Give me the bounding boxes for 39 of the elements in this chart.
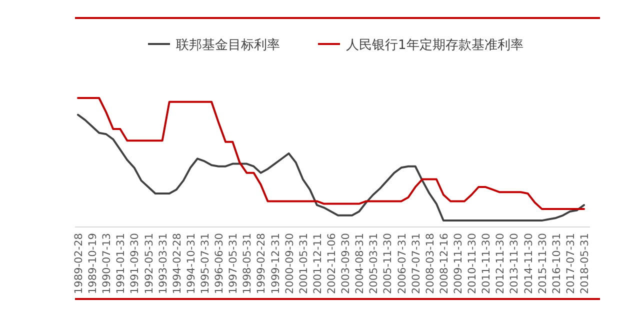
x-tick-label: 2011-11-30 — [480, 233, 493, 294]
x-tick-label: 1989-10-19 — [87, 233, 100, 294]
x-tick-label: 2016-10-31 — [550, 233, 563, 294]
x-tick-label: 2018-05-31 — [579, 233, 591, 294]
x-tick-label: 1994-10-31 — [185, 233, 198, 294]
x-tick-label: 2000-09-30 — [284, 233, 296, 294]
x-tick-label: 2010-11-30 — [466, 233, 479, 294]
x-tick-label: 1995-07-31 — [200, 233, 212, 294]
x-tick-label: 2015-11-30 — [536, 233, 549, 294]
x-tick-label: 1990-07-13 — [101, 233, 114, 294]
x-tick-label: 1997-05-31 — [228, 233, 240, 294]
x-tick-label: 2008-12-16 — [438, 232, 450, 294]
x-tick-label: 2012-11-30 — [494, 233, 507, 294]
legend-label: 人民银行1年定期存款基准利率 — [346, 37, 524, 53]
x-tick-label: 1991-01-31 — [115, 233, 128, 294]
legend-label: 联邦基金目标利率 — [176, 37, 280, 53]
x-tick-label: 1993-03-31 — [157, 233, 170, 294]
x-tick-label: 2005-03-31 — [368, 233, 380, 294]
x-tick-label: 1998-05-31 — [242, 233, 254, 294]
x-tick-label: 2001-05-31 — [298, 233, 310, 294]
x-tick-label: 2005-11-30 — [382, 233, 394, 294]
x-tick-label: 1996-06-30 — [214, 233, 226, 294]
x-tick-label: 1989-02-28 — [73, 233, 85, 294]
x-tick-label: 1999-12-31 — [270, 233, 282, 294]
x-tick-label: 2003-09-30 — [340, 233, 352, 294]
x-tick-label: 2004-08-31 — [354, 233, 366, 294]
x-tick-label: 2002-11-06 — [326, 232, 338, 294]
x-tick-label: 2007-07-31 — [410, 233, 422, 294]
x-tick-label: 1992-05-31 — [143, 233, 156, 294]
x-tick-label: 1991-09-30 — [129, 233, 142, 294]
x-tick-label: 1994-02-28 — [171, 233, 184, 294]
x-tick-label: 2006-07-31 — [396, 233, 408, 294]
x-tick-label: 2009-11-30 — [452, 233, 464, 294]
x-tick-label: 2017-07-31 — [564, 233, 577, 294]
x-tick-label: 2014-11-30 — [522, 233, 535, 294]
x-tick-label: 1999-02-28 — [256, 233, 268, 294]
x-tick-label: 2013-11-30 — [508, 233, 521, 294]
x-tick-label: 2008-03-18 — [424, 233, 436, 294]
x-tick-label: 2001-12-11 — [312, 233, 324, 294]
